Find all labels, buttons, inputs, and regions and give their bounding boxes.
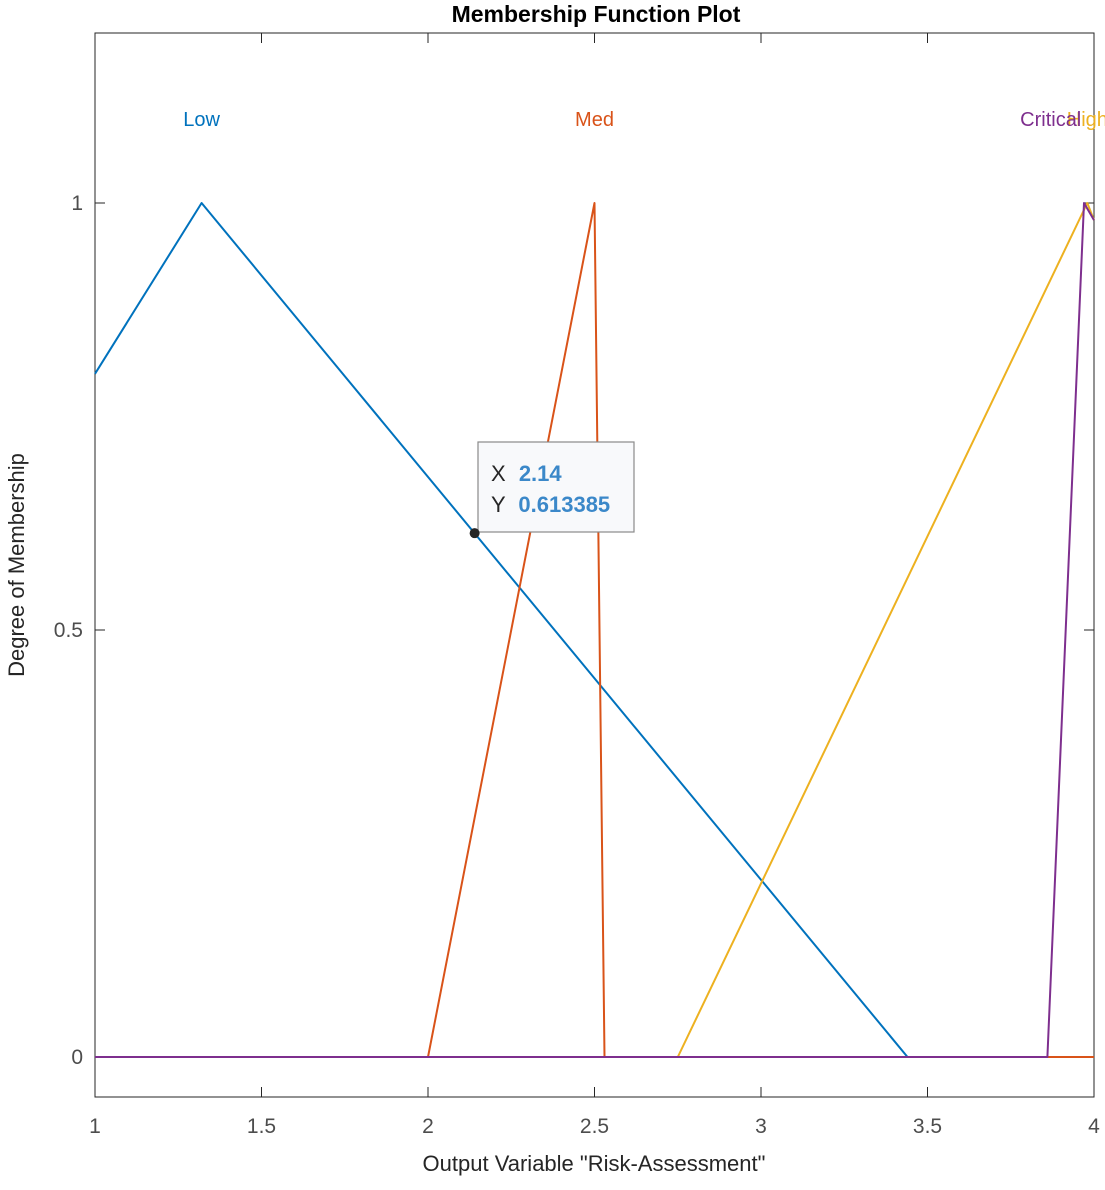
chart-title: Membership Function Plot	[452, 1, 741, 27]
x-tick-label: 3.5	[913, 1115, 942, 1138]
datatip[interactable]: X 2.14 Y 0.613385	[469, 441, 635, 539]
axis-ticks: 1 1.5 2 2.5 3 3.5 4 0 0.5 1	[54, 33, 1100, 1138]
mf-label-med: Med	[575, 109, 614, 131]
datatip-x-row: X 2.14	[491, 461, 562, 486]
plot-area	[94, 32, 1095, 1098]
mf-label-low: Low	[183, 109, 220, 131]
datatip-x-label: X	[491, 461, 506, 486]
datatip-marker	[469, 528, 480, 539]
x-tick-label: 1	[89, 1115, 101, 1138]
y-tick-label: 0.5	[54, 619, 83, 642]
series-line-critical	[95, 202, 1095, 1058]
series-lines	[94, 202, 1095, 1058]
x-tick-label: 2	[422, 1115, 434, 1138]
datatip-y-value: 0.613385	[518, 492, 610, 517]
x-tick-label: 1.5	[247, 1115, 276, 1138]
x-tick-label: 3	[755, 1115, 767, 1138]
x-tick-label: 4	[1088, 1115, 1100, 1138]
x-axis-label: Output Variable "Risk-Assessment"	[423, 1151, 766, 1176]
datatip-x-value: 2.14	[519, 461, 563, 486]
x-tick-label: 2.5	[580, 1115, 609, 1138]
datatip-y-label: Y	[491, 492, 506, 517]
mf-label-critical: Critical	[1020, 109, 1081, 131]
datatip-y-row: Y 0.613385	[491, 492, 610, 517]
mf-label-high: High	[1067, 109, 1105, 131]
y-tick-label: 0	[71, 1046, 83, 1069]
y-axis-label: Degree of Membership	[4, 453, 29, 677]
y-tick-label: 1	[71, 192, 83, 215]
datatip-box	[477, 441, 635, 533]
